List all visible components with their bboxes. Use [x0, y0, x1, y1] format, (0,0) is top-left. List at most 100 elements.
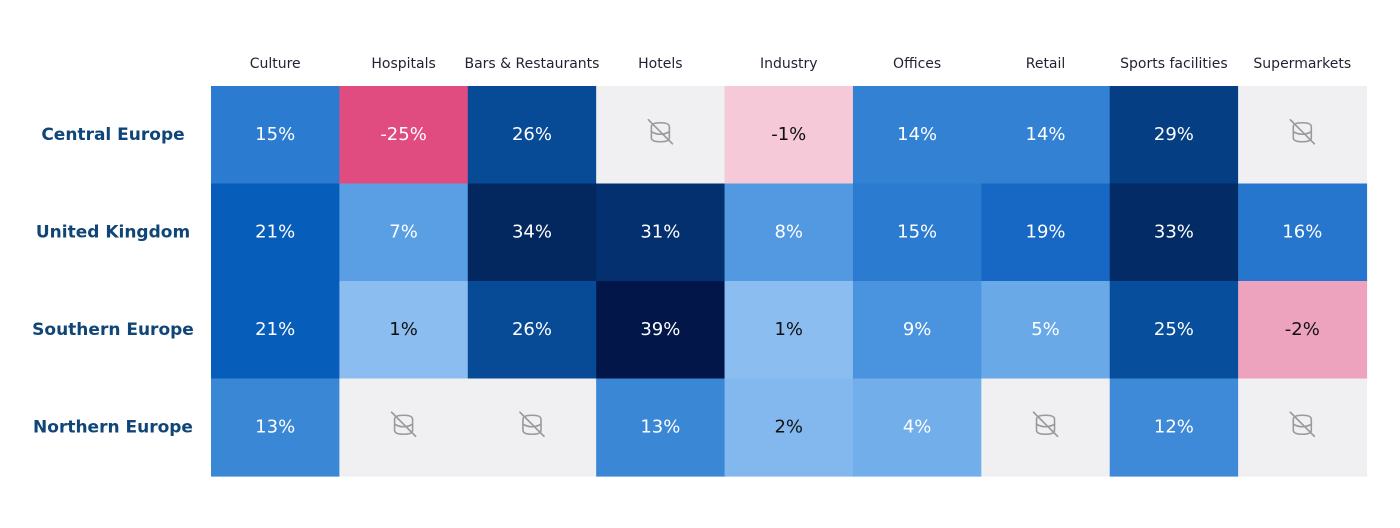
row-label-united-kingdom: United Kingdom: [36, 222, 190, 242]
column-label-offices: Offices: [893, 56, 941, 72]
row-label-central-europe: Central Europe: [41, 125, 184, 145]
heatmap-cell-fill: [852, 378, 982, 477]
column-label-culture: Culture: [250, 56, 301, 72]
heatmap-cell-fill: [467, 281, 597, 380]
cell-value-label: 39%: [640, 319, 680, 340]
heatmap-cell-fill: [724, 378, 854, 477]
heatmap-cell-united-kingdom-culture: 21%: [211, 183, 340, 282]
cell-value-label: 14%: [897, 124, 937, 145]
cell-value-label: 29%: [1154, 124, 1194, 145]
cell-value-label: 9%: [903, 319, 932, 340]
no-data-icon: [519, 411, 545, 438]
cell-value-label: -1%: [771, 124, 806, 145]
cell-value-label: 1%: [389, 319, 418, 340]
cell-value-label: 14%: [1026, 124, 1066, 145]
cell-value-label: 12%: [1154, 416, 1194, 437]
row-label-southern-europe: Southern Europe: [32, 320, 194, 340]
heatmap-cell-united-kingdom-industry: 8%: [724, 183, 854, 282]
heatmap-cell-fill: [211, 86, 340, 185]
heatmap-cell-central-europe-hospitals: -25%: [339, 86, 469, 185]
heatmap-cell-fill: [596, 183, 726, 282]
row-labels: Central Europe United Kingdom Southern Eur…: [32, 125, 194, 438]
column-label-industry: Industry: [760, 56, 818, 72]
cell-value-label: 1%: [774, 319, 803, 340]
heatmap-cell-northern-europe-sports-facilities: 12%: [1109, 378, 1239, 477]
no-data-icon: [390, 411, 417, 438]
cell-value-label: 21%: [255, 221, 295, 242]
heatmap-cell-fill: [596, 86, 726, 185]
heatmap-cell-fill: [596, 378, 726, 477]
heatmap-cell-fill: [339, 281, 469, 380]
cell-value-label: 15%: [897, 221, 937, 242]
heatmap-cell-fill: [724, 183, 854, 282]
heatmap-cell-central-europe-hotels: [596, 86, 726, 185]
heatmap-cell-fill: [981, 86, 1111, 185]
heatmap-cell-fill: [852, 183, 982, 282]
heatmap-cell-northern-europe-culture: 13%: [211, 378, 340, 477]
heatmap-cell-fill: [1109, 378, 1239, 477]
no-data-icon: [647, 118, 674, 145]
heatmap-cell-united-kingdom-bars-and-restaurants: 34%: [467, 183, 597, 282]
cell-value-label: 19%: [1026, 221, 1066, 242]
cell-value-label: 26%: [512, 319, 552, 340]
heatmap-cell-fill: [724, 86, 854, 185]
heatmap-cell-united-kingdom-supermarkets: 16%: [1238, 183, 1368, 282]
heatmap-cell-southern-europe-hotels: 39%: [596, 281, 726, 380]
heatmap-cell-fill: [339, 183, 469, 282]
cell-value-label: -25%: [380, 124, 427, 145]
heatmap-cell-central-europe-culture: 15%: [211, 86, 340, 185]
no-data-icon: [1032, 411, 1059, 438]
heatmap-cell-fill: [211, 378, 340, 477]
heatmap-cells: 15% -25% 26% -1% 14% 14% 29% 21% 7% 34% 31% 8% 15% 19…: [211, 86, 1368, 477]
column-label-hospitals: Hospitals: [371, 56, 435, 72]
heatmap-cell-central-europe-sports-facilities: 29%: [1109, 86, 1239, 185]
heatmap-cell-fill: [981, 183, 1111, 282]
heatmap-cell-northern-europe-supermarkets: [1238, 378, 1368, 477]
heatmap-cell-fill: [1238, 86, 1368, 185]
row-label-northern-europe: Northern Europe: [33, 417, 193, 437]
heatmap-cell-southern-europe-bars-and-restaurants: 26%: [467, 281, 597, 380]
column-label-bars-and-restaurants: Bars & Restaurants: [464, 56, 599, 72]
cell-value-label: 21%: [255, 319, 295, 340]
heatmap-cell-fill: [211, 183, 340, 282]
no-data-icon: [1289, 411, 1316, 438]
heatmap-cell-northern-europe-bars-and-restaurants: [467, 378, 597, 477]
heatmap-cell-fill: [1109, 281, 1239, 380]
heatmap-cell-fill: [852, 281, 982, 380]
heatmap-cell-northern-europe-offices: 4%: [852, 378, 982, 477]
heatmap-cell-central-europe-retail: 14%: [981, 86, 1111, 185]
cell-value-label: 8%: [774, 221, 803, 242]
heatmap-cell-northern-europe-hospitals: [339, 378, 469, 477]
heatmap-cell-fill: [852, 86, 982, 185]
cell-value-label: 4%: [903, 416, 932, 437]
cell-value-label: 26%: [512, 124, 552, 145]
cell-value-label: -2%: [1285, 319, 1320, 340]
heatmap-cell-southern-europe-retail: 5%: [981, 281, 1111, 380]
heatmap-cell-central-europe-bars-and-restaurants: 26%: [467, 86, 597, 185]
heatmap-cell-fill: [1238, 183, 1368, 282]
heatmap-cell-fill: [211, 281, 340, 380]
heatmap-cell-united-kingdom-retail: 19%: [981, 183, 1111, 282]
cell-value-label: 7%: [389, 221, 418, 242]
column-label-retail: Retail: [1026, 56, 1066, 72]
heatmap-cell-northern-europe-industry: 2%: [724, 378, 854, 477]
no-data-icon: [1289, 118, 1316, 145]
cell-value-label: 31%: [640, 221, 680, 242]
heatmap-cell-fill: [596, 281, 726, 380]
heatmap-cell-united-kingdom-sports-facilities: 33%: [1109, 183, 1239, 282]
column-label-sports-facilities: Sports facilities: [1120, 56, 1228, 72]
heatmap-cell-northern-europe-retail: [981, 378, 1111, 477]
heatmap-cell-united-kingdom-offices: 15%: [852, 183, 982, 282]
heatmap-cell-united-kingdom-hospitals: 7%: [339, 183, 469, 282]
heatmap-cell-fill: [981, 281, 1111, 380]
cell-value-label: 13%: [640, 416, 680, 437]
heatmap-cell-southern-europe-sports-facilities: 25%: [1109, 281, 1239, 380]
heatmap-cell-central-europe-offices: 14%: [852, 86, 982, 185]
heatmap-cell-united-kingdom-hotels: 31%: [596, 183, 726, 282]
column-label-supermarkets: Supermarkets: [1253, 56, 1351, 72]
heatmap-cell-southern-europe-hospitals: 1%: [339, 281, 469, 380]
cell-value-label: 16%: [1282, 221, 1322, 242]
cell-value-label: 13%: [255, 416, 295, 437]
cell-value-label: 33%: [1154, 221, 1194, 242]
